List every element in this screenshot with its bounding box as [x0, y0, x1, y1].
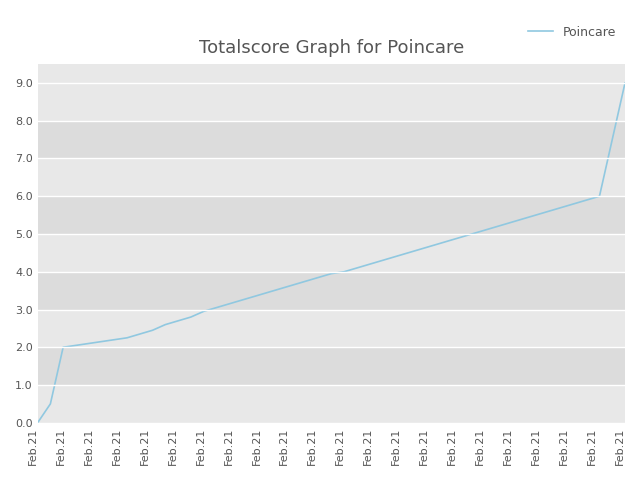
Poincare	[212, 305, 220, 311]
Bar	[38, 272, 625, 310]
Bar	[38, 196, 625, 234]
Bar	[38, 121, 625, 158]
Poincare	[123, 335, 131, 341]
Poincare	[276, 286, 284, 292]
Poincare	[98, 339, 106, 345]
Poincare	[174, 318, 182, 324]
Poincare	[34, 420, 42, 426]
Poincare	[506, 220, 514, 226]
Bar	[38, 385, 625, 423]
Poincare	[289, 282, 297, 288]
Poincare	[404, 250, 412, 256]
Poincare	[136, 331, 143, 337]
Poincare	[557, 204, 565, 210]
Poincare	[238, 297, 246, 303]
Poincare	[148, 327, 156, 333]
Poincare	[187, 314, 195, 320]
Poincare	[302, 278, 310, 284]
Poincare	[621, 80, 629, 86]
Poincare	[72, 343, 80, 348]
Poincare	[596, 193, 604, 199]
Poincare	[161, 322, 169, 327]
Poincare	[200, 309, 207, 314]
Bar	[38, 310, 625, 347]
Poincare	[417, 246, 424, 252]
Poincare	[519, 216, 527, 222]
Poincare	[532, 212, 540, 218]
Poincare	[225, 301, 233, 307]
Poincare	[328, 271, 335, 276]
Poincare	[493, 224, 501, 229]
Poincare	[47, 401, 54, 407]
Poincare	[455, 235, 463, 240]
Bar	[38, 347, 625, 385]
Poincare	[481, 228, 488, 233]
Poincare	[353, 265, 361, 271]
Poincare	[264, 289, 271, 295]
Poincare	[570, 201, 578, 207]
Poincare	[609, 137, 616, 143]
Poincare	[366, 261, 374, 267]
Poincare	[378, 258, 386, 264]
Legend: Poincare: Poincare	[523, 21, 621, 44]
Poincare	[442, 239, 450, 244]
Poincare	[391, 254, 399, 260]
Poincare	[315, 275, 323, 280]
Line: Poincare: Poincare	[38, 83, 625, 423]
Poincare	[583, 197, 591, 203]
Bar	[38, 234, 625, 272]
Poincare	[85, 341, 93, 347]
Bar	[38, 83, 625, 121]
Poincare	[251, 293, 259, 299]
Title: Totalscore Graph for Poincare: Totalscore Graph for Poincare	[198, 39, 464, 57]
Poincare	[110, 337, 118, 343]
Bar	[38, 158, 625, 196]
Poincare	[429, 242, 437, 248]
Poincare	[340, 269, 348, 275]
Poincare	[545, 208, 552, 214]
Poincare	[468, 231, 476, 237]
Poincare	[60, 344, 67, 350]
